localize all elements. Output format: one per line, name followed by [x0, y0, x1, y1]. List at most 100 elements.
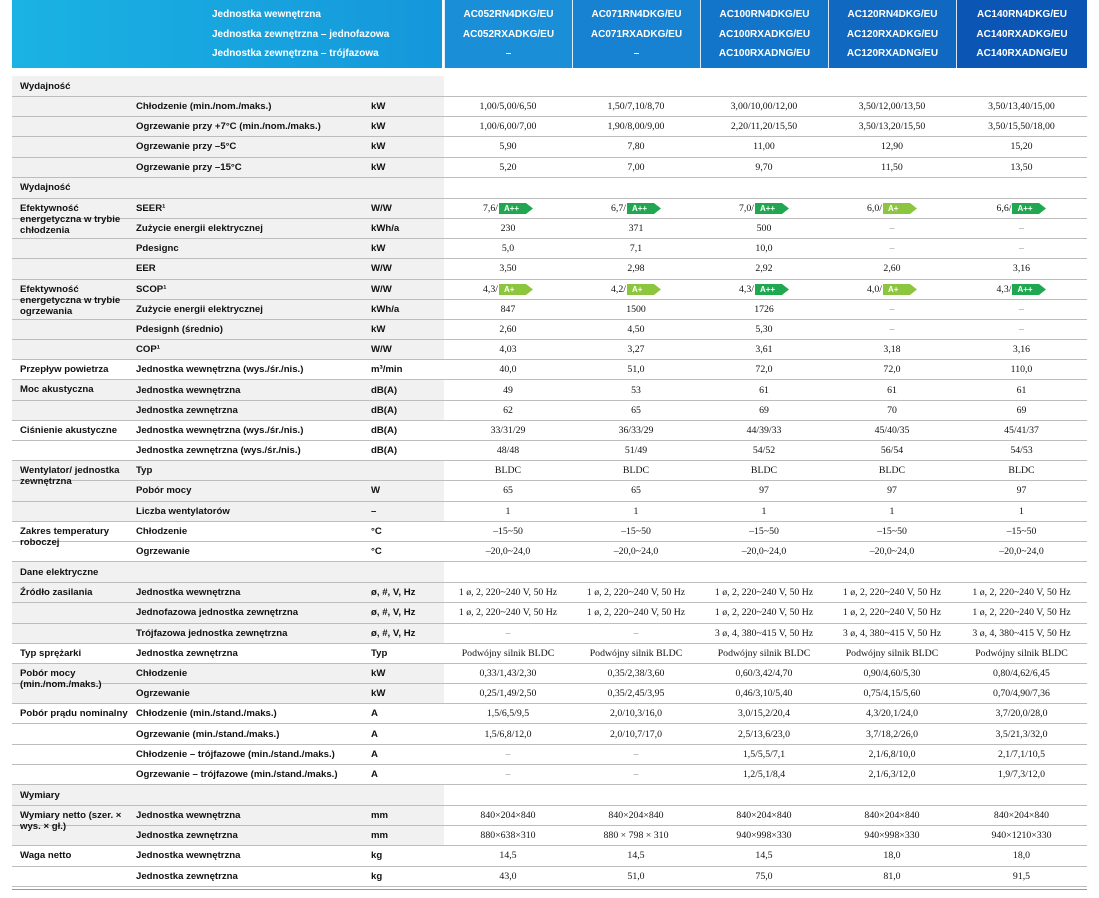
cell-value: –20,0~24,0: [613, 546, 659, 558]
value-cell: –15~50: [956, 522, 1087, 541]
value-cell: 3,16: [956, 340, 1087, 359]
row-unit: kW: [371, 667, 386, 679]
value-cell: 9,70: [700, 158, 828, 177]
row-group-label: Efektywność energetyczna w trybie ogrzew…: [20, 283, 121, 317]
cell-value: 45/41/37: [1004, 424, 1039, 436]
value-cell: –20,0~24,0: [956, 542, 1087, 561]
value-cell: –: [572, 624, 700, 643]
energy-class-badge: A++: [498, 202, 533, 214]
cell-value: 1 ø, 2, 220~240 V, 50 Hz: [714, 587, 814, 599]
cell-value: BLDC: [622, 465, 650, 477]
table-row: Pdesignh (średnio) kW 2,60 4,50 5,30 – –: [12, 319, 1087, 341]
value-cell: 1726: [700, 300, 828, 319]
energy-class-badge: A++: [754, 283, 789, 295]
cell-value: –15~50: [621, 525, 651, 537]
row-unit: kWh/a: [371, 223, 400, 235]
value-cell: 3,50/13,20/15,50: [828, 117, 956, 136]
value-cell: 36/33/29: [572, 421, 700, 440]
energy-class-label: A++: [503, 203, 520, 213]
value-cell: 880 × 798 × 310: [572, 826, 700, 845]
table-row: Jednofazowa jednostka zewnętrzna ø, #, V,…: [12, 603, 1087, 624]
model-name: AC140RXADNG/EU: [976, 48, 1068, 60]
value-cell: 2,0/10,3/16,0: [572, 704, 700, 723]
value-cell: 3 ø, 4, 380~415 V, 50 Hz: [956, 624, 1087, 643]
value-cell: 65: [444, 481, 572, 500]
cell-value: 1: [505, 505, 511, 517]
value-cell: 2,1/6,3/12,0: [828, 765, 956, 784]
model-column-header: AC120RN4DKG/EU AC120RXADKG/EU AC120RXADNG/…: [828, 0, 956, 68]
row-unit: kW: [371, 323, 386, 335]
value-cell: Podwójny silnik BLDC: [828, 644, 956, 663]
value-cell: 2,1/6,8/10,0: [828, 745, 956, 764]
row-unit: ø, #, V, Hz: [371, 587, 416, 599]
value-cell: 1 ø, 2, 220~240 V, 50 Hz: [444, 603, 572, 622]
cell-value: –: [889, 303, 895, 315]
value-cell: 48/48: [444, 441, 572, 460]
row-label: Jednostka zewnętrzna (wys./śr./nis.): [136, 445, 301, 457]
cell-value: 7,00: [627, 161, 645, 173]
table-row: Wentylator/ jednostka zewnętrzna Typ BLDC B…: [12, 461, 1087, 487]
table-row: Zużycie energii elektrycznej kWh/a 847 1500…: [12, 299, 1087, 320]
cell-value: 15,20: [1010, 141, 1033, 153]
value-cell: 4,3/A+: [444, 280, 572, 299]
value-cell: 14,5: [700, 846, 828, 865]
table-row: Ogrzewanie °C –20,0~24,0 –20,0~24,0 –20,0~24…: [12, 542, 1087, 563]
cell-value: 54/52: [752, 445, 776, 457]
table-row: Ogrzewanie – trójfazowe (min./stand./mak…: [12, 765, 1087, 785]
cell-value: BLDC: [1008, 465, 1035, 477]
cell-value: 40,0: [499, 364, 517, 376]
value-cell: 1,00/5,00/6,50: [444, 97, 572, 116]
value-cell: Podwójny silnik BLDC: [572, 644, 700, 663]
model-name: AC071RXADKG/EU: [590, 28, 683, 40]
value-cell: 18,0: [828, 846, 956, 865]
cell-value: 45/40/35: [874, 424, 910, 436]
row-unit: W/W: [371, 344, 392, 356]
value-cell: 3,27: [572, 340, 700, 359]
value-cell: 1 ø, 2, 220~240 V, 50 Hz: [956, 603, 1087, 622]
cell-value: 840×204×840: [864, 810, 920, 822]
value-cell: 97: [700, 481, 828, 500]
cell-value: 880 × 798 × 310: [603, 830, 669, 842]
row-label: Jednostka zewnętrzna: [136, 404, 238, 416]
value-cell: 4,0/A+: [828, 280, 956, 299]
cell-value: 3,16: [1012, 344, 1031, 356]
value-cell: 3,18: [828, 340, 956, 359]
value-cell: 0,90/4,60/5,30: [828, 664, 956, 683]
value-cell: –20,0~24,0: [828, 542, 956, 561]
row-unit: dB(A): [371, 404, 398, 416]
value-cell: –: [956, 320, 1087, 339]
value-cell: 15,20: [956, 137, 1087, 156]
table-row: Jednostka zewnętrzna mm 880×638×310 880 × 7…: [12, 826, 1087, 847]
cell-value: 3,0/15,2/20,4: [738, 708, 790, 720]
table-row: Liczba wentylatorów – 1 1 1 1 1: [12, 501, 1087, 522]
value-cell: –: [828, 239, 956, 258]
cell-value: 1 ø, 2, 220~240 V, 50 Hz: [842, 587, 942, 599]
value-cell: 880×638×310: [444, 826, 572, 845]
value-cell: 5,90: [444, 137, 572, 156]
table-row: Ogrzewanie przy –5°C kW 5,90 7,80 11,00 12,90…: [12, 137, 1087, 158]
row-label: Pobór mocy: [136, 485, 192, 497]
cell-value: 3,50/12,00/13,50: [858, 101, 926, 113]
value-cell: 7,80: [572, 137, 700, 156]
cell-value: –20,0~24,0: [741, 546, 787, 558]
value-cell: 11,00: [700, 137, 828, 156]
cell-value: BLDC: [878, 465, 906, 477]
value-cell: 44/39/33: [700, 421, 828, 440]
cell-value: –: [505, 627, 511, 639]
table-row: Pobór mocy W 65 65 97 97 97: [12, 481, 1087, 502]
energy-class-badge: A++: [1012, 202, 1047, 214]
cell-value: 1 ø, 2, 220~240 V, 50 Hz: [972, 607, 1071, 619]
cell-value: 7,80: [627, 141, 645, 153]
value-cell: 1: [956, 502, 1087, 521]
cell-value: 3,5/21,3/32,0: [995, 728, 1048, 740]
row-unit: m³/min: [371, 364, 403, 376]
cell-value: –20,0~24,0: [999, 546, 1044, 558]
cell-value: 97: [887, 485, 897, 497]
row-label: Zużycie energii elektrycznej: [136, 223, 263, 235]
cell-value: –: [1019, 243, 1024, 255]
value-cell: 5,20: [444, 158, 572, 177]
value-cell: –: [956, 219, 1087, 238]
cell-value: 69: [759, 404, 769, 416]
cell-value: 1,00/6,00/7,00: [479, 121, 537, 133]
